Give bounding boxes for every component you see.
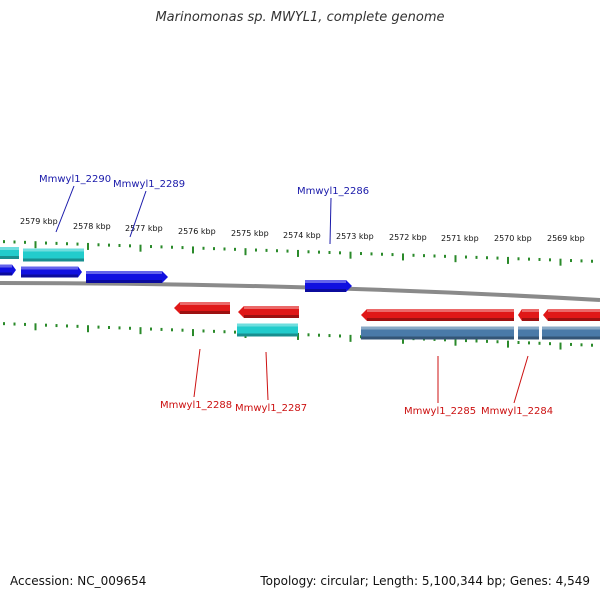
gene-label-forward: Mmwyl1_2286 (297, 186, 369, 197)
gene-arrow (361, 309, 514, 321)
gene-arrow (86, 271, 168, 283)
kbp-tick-labels: 2579 kbp 2578 kbp 2577 kbp 2576 kbp 2575 kbp… (20, 217, 585, 243)
leader-line (129, 190, 147, 238)
tick-marks-outer (3, 240, 593, 266)
tick-label: 2571 kbp (441, 234, 479, 243)
tick-label: 2578 kbp (73, 222, 111, 231)
cds-block (237, 323, 298, 337)
tick-label: 2569 kbp (547, 234, 585, 243)
gene-arrow (21, 266, 82, 278)
gene-label-reverse: Mmwyl1_2285 (404, 406, 476, 417)
cds-block (23, 248, 84, 262)
tick-label: 2575 kbp (231, 229, 269, 238)
gene-label-reverse: Mmwyl1_2287 (235, 403, 307, 414)
gene-label-reverse: Mmwyl1_2284 (481, 406, 553, 417)
tick-label: 2574 kbp (283, 231, 321, 240)
leader-line (513, 355, 529, 404)
leader-line (193, 348, 201, 398)
gene-label-reverse: Mmwyl1_2288 (160, 400, 232, 411)
cds-block (361, 326, 514, 340)
cds-block (0, 247, 19, 259)
tick-label: 2572 kbp (389, 233, 427, 242)
accession-text: Accession: NC_009654 (10, 574, 147, 588)
gene-arrow (174, 302, 230, 314)
leader-line (55, 185, 75, 233)
gene-arrow (518, 309, 539, 321)
tick-label: 2573 kbp (336, 232, 374, 241)
gene-label-forward: Mmwyl1_2290 (39, 174, 111, 185)
gene-labels: Mmwyl1_2290 Mmwyl1_2289 Mmwyl1_2286 Mmwyl1_… (39, 174, 553, 417)
gene-arrow (543, 309, 600, 321)
leader-line (329, 197, 332, 245)
gene-label-forward: Mmwyl1_2289 (113, 179, 185, 190)
leader-line (265, 351, 269, 401)
gene-arrow (305, 280, 352, 292)
tick-label: 2577 kbp (125, 224, 163, 233)
gene-features (0, 247, 600, 340)
genome-summary-text: Topology: circular; Length: 5,100,344 bp… (260, 574, 590, 588)
gene-arrow (238, 306, 299, 318)
cds-block (518, 326, 539, 340)
genome-backbone (0, 281, 600, 302)
map-title: Marinomonas sp. MWYL1, complete genome (155, 10, 445, 25)
tick-label: 2579 kbp (20, 217, 58, 226)
gene-arrow (0, 264, 16, 276)
tick-label: 2576 kbp (178, 227, 216, 236)
tick-label: 2570 kbp (494, 234, 532, 243)
cds-block (542, 326, 600, 340)
